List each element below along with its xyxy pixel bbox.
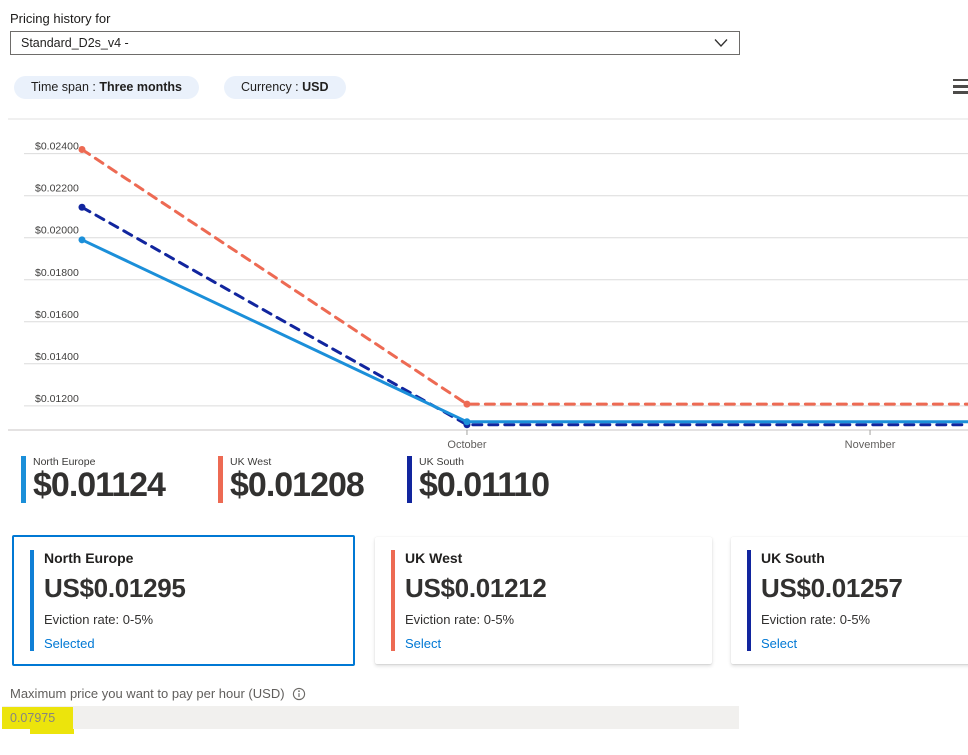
svg-text:October: October bbox=[447, 439, 486, 451]
pricing-history-label: Pricing history for bbox=[10, 11, 111, 26]
card-price: US$0.01257 bbox=[761, 573, 903, 603]
card-region-name: UK South bbox=[761, 550, 825, 566]
legend-region-price: $0.01124 bbox=[33, 466, 166, 504]
currency-label: Currency : bbox=[241, 80, 303, 94]
svg-text:$0.01600: $0.01600 bbox=[35, 309, 79, 321]
highlight-annotation bbox=[2, 707, 73, 729]
legend-color-bar bbox=[407, 456, 412, 503]
max-price-value: 0.07975 bbox=[10, 711, 56, 725]
legend-item-uk-south: UK South $0.01110 bbox=[407, 456, 550, 504]
selected-link[interactable]: Selected bbox=[44, 636, 95, 651]
svg-text:$0.01800: $0.01800 bbox=[35, 267, 79, 279]
card-eviction-rate: Eviction rate: 0-5% bbox=[44, 612, 154, 627]
legend-region-name: UK West bbox=[230, 456, 272, 468]
max-price-label: Maximum price you want to pay per hour (… bbox=[10, 686, 306, 701]
card-price: US$0.01212 bbox=[405, 573, 547, 603]
currency-value: USD bbox=[302, 80, 329, 94]
sku-dropdown-value: Standard_D2s_v4 - bbox=[21, 36, 129, 50]
svg-text:$0.02000: $0.02000 bbox=[35, 225, 79, 237]
region-card-uk-west[interactable]: UK West US$0.01212 Eviction rate: 0-5% S… bbox=[375, 537, 712, 664]
legend-item-uk-west: UK West $0.01208 bbox=[218, 456, 365, 504]
card-region-name: UK West bbox=[405, 550, 463, 566]
legend-region-price: $0.01110 bbox=[419, 466, 550, 504]
legend-item-north-europe: North Europe $0.01124 bbox=[21, 456, 166, 504]
card-region-name: North Europe bbox=[44, 550, 134, 566]
info-icon[interactable] bbox=[292, 687, 306, 701]
legend-region-name: UK South bbox=[419, 456, 464, 468]
legend-color-bar bbox=[218, 456, 223, 503]
time-span-filter-pill[interactable]: Time span : Three months bbox=[14, 76, 199, 99]
card-accent-bar bbox=[391, 550, 395, 651]
svg-text:$0.01200: $0.01200 bbox=[35, 393, 79, 405]
chart-menu-icon[interactable] bbox=[953, 79, 968, 98]
card-price: US$0.01295 bbox=[44, 573, 186, 603]
sku-dropdown[interactable]: Standard_D2s_v4 - bbox=[10, 31, 740, 55]
region-card-uk-south[interactable]: UK South US$0.01257 Eviction rate: 0-5% … bbox=[731, 537, 968, 664]
max-price-input[interactable]: 0.07975 bbox=[2, 706, 739, 734]
card-eviction-rate: Eviction rate: 0-5% bbox=[761, 612, 871, 627]
svg-text:$0.01400: $0.01400 bbox=[35, 351, 79, 363]
select-link[interactable]: Select bbox=[405, 636, 442, 651]
highlight-annotation-tail bbox=[30, 729, 74, 734]
svg-text:$0.02400: $0.02400 bbox=[35, 141, 79, 153]
time-span-label: Time span : bbox=[31, 80, 100, 94]
currency-filter-pill[interactable]: Currency : USD bbox=[224, 76, 346, 99]
select-link[interactable]: Select bbox=[761, 636, 798, 651]
region-card-north-europe[interactable]: North Europe US$0.01295 Eviction rate: 0… bbox=[12, 535, 355, 666]
legend-color-bar bbox=[21, 456, 26, 503]
legend-region-name: North Europe bbox=[33, 456, 96, 468]
legend-region-price: $0.01208 bbox=[230, 466, 365, 504]
time-span-value: Three months bbox=[99, 80, 182, 94]
chevron-down-icon bbox=[714, 39, 728, 47]
card-accent-bar bbox=[30, 550, 34, 651]
svg-text:$0.02200: $0.02200 bbox=[35, 183, 79, 195]
price-history-chart: $0.02400 $0.02200 $0.02000 $0.01800 $0.01600… bbox=[8, 118, 968, 451]
chart-legend: North Europe $0.01124 UK West $0.01208 UK … bbox=[0, 456, 968, 516]
card-accent-bar bbox=[747, 550, 751, 651]
svg-text:November: November bbox=[845, 439, 896, 451]
card-eviction-rate: Eviction rate: 0-5% bbox=[405, 612, 515, 627]
